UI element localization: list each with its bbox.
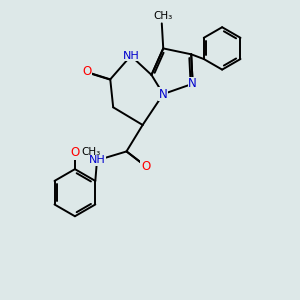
Text: O: O bbox=[82, 65, 91, 79]
Text: CH₃: CH₃ bbox=[82, 147, 101, 158]
Text: O: O bbox=[141, 160, 150, 173]
Text: NH: NH bbox=[88, 155, 105, 165]
Text: NH: NH bbox=[122, 51, 139, 61]
Text: N: N bbox=[159, 88, 168, 100]
Text: O: O bbox=[70, 146, 80, 159]
Text: N: N bbox=[188, 77, 197, 90]
Text: CH₃: CH₃ bbox=[154, 11, 173, 21]
